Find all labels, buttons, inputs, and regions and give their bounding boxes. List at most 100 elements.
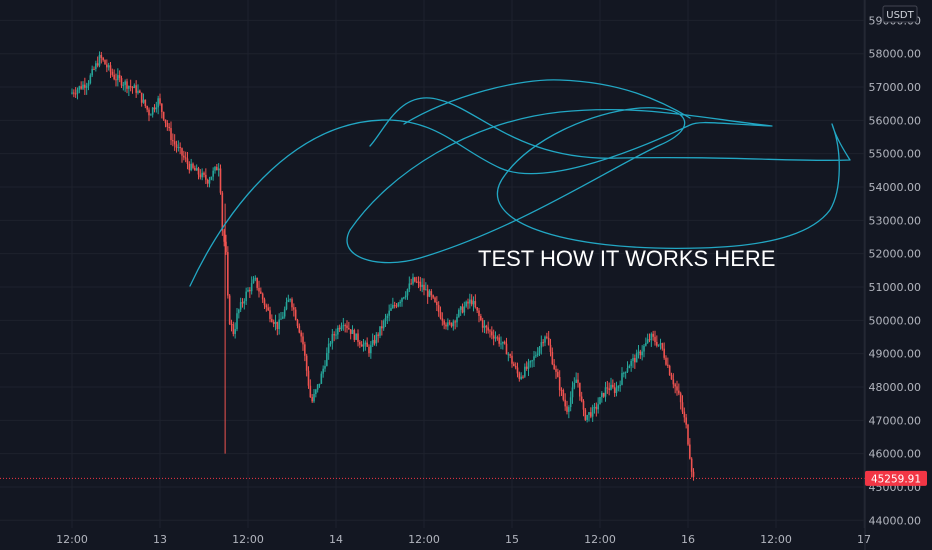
x-tick-label: 12:00: [56, 533, 88, 546]
candle-body: [371, 340, 374, 346]
candle-body: [269, 310, 271, 319]
candle-body: [630, 360, 632, 366]
candle-body: [201, 172, 203, 178]
y-tick-label: 55000.00: [869, 148, 922, 161]
candle-body: [661, 343, 664, 349]
candle-body: [593, 406, 596, 408]
currency-label: USDT: [882, 5, 918, 23]
candle-body: [395, 305, 398, 307]
candle-body: [668, 365, 671, 376]
candle-body: [604, 387, 607, 397]
candle-body: [617, 385, 620, 389]
candle-body: [135, 85, 137, 93]
candle-body: [195, 168, 198, 171]
candle-body: [485, 325, 488, 328]
candle-body: [172, 140, 174, 142]
candle-body: [584, 409, 587, 420]
candle-body: [478, 310, 480, 316]
candle-body: [582, 400, 585, 410]
candle-body: [287, 299, 290, 303]
candle-body: [505, 343, 508, 355]
candle-body: [381, 326, 383, 329]
candle-body: [602, 392, 605, 397]
candle-body: [184, 157, 187, 159]
candle-body: [533, 356, 535, 361]
candle-body: [76, 89, 79, 94]
candle-body: [586, 414, 588, 420]
candle-body: [337, 327, 339, 335]
candle-body: [313, 394, 315, 402]
candle-body: [613, 387, 616, 393]
price-axis[interactable]: 44000.0045000.0046000.0047000.0048000.00…: [869, 14, 922, 527]
candle-body: [329, 343, 332, 345]
candle-body: [683, 411, 686, 418]
candle-body: [524, 366, 526, 377]
candle-body: [168, 126, 170, 129]
candle-body: [84, 84, 86, 88]
candle-body: [388, 310, 390, 316]
candle-body: [606, 387, 609, 389]
candle-body: [73, 92, 75, 94]
candle-body: [489, 330, 491, 332]
candle-body: [351, 330, 354, 334]
candle-body: [296, 319, 299, 326]
candle-body: [364, 342, 367, 345]
freehand-drawing[interactable]: [189, 79, 851, 287]
x-tick-label: 12:00: [232, 533, 264, 546]
candle-body: [104, 60, 106, 65]
freehand-arc[interactable]: [403, 79, 691, 125]
candle-body: [366, 342, 368, 347]
candle-body: [546, 336, 548, 338]
candle-body: [298, 325, 301, 333]
candle-body: [448, 322, 451, 324]
candle-body: [274, 321, 277, 324]
candle-body: [426, 289, 429, 297]
candle-body: [250, 283, 253, 292]
annotation-text[interactable]: TEST HOW IT WORKS HERE: [478, 246, 775, 271]
candle-body: [657, 344, 660, 346]
candle-body: [234, 329, 236, 334]
candle-body: [676, 386, 678, 391]
candle-body: [401, 298, 403, 302]
candle-body: [98, 54, 101, 66]
candle-body: [74, 93, 77, 95]
candle-body: [650, 333, 653, 341]
candle-body: [144, 99, 147, 107]
candle-body: [340, 326, 343, 330]
candle-body: [503, 341, 506, 344]
y-tick-label: 48000.00: [869, 381, 922, 394]
candle-body: [276, 321, 279, 330]
candle-body: [333, 334, 335, 336]
candle-body: [538, 347, 541, 354]
candle-body: [404, 295, 407, 298]
candle-body: [96, 63, 99, 66]
candle-body: [689, 444, 691, 459]
candle-body: [368, 346, 370, 354]
candle-body: [419, 281, 422, 287]
candle-body: [289, 299, 291, 301]
candle-body: [549, 344, 552, 352]
candle-body: [648, 339, 651, 341]
candle-body: [555, 369, 557, 372]
candle-body: [252, 279, 255, 284]
candle-body: [414, 277, 416, 282]
candle-body: [412, 277, 414, 284]
candle-body: [113, 74, 115, 80]
freehand-curve[interactable]: [189, 97, 851, 287]
candle-body: [203, 172, 205, 175]
candle-body: [179, 147, 181, 149]
time-axis[interactable]: 12:00 13 12:00 14 12:00 15 12:00 16 12:00 17: [56, 533, 871, 546]
candle-body: [217, 168, 220, 171]
candle-body: [338, 327, 341, 330]
candle-body: [434, 297, 436, 303]
x-tick-label: 13: [153, 533, 167, 546]
candle-body: [212, 170, 214, 177]
candle-body: [558, 376, 561, 391]
candle-body: [597, 404, 599, 410]
candle-body: [305, 355, 308, 371]
candle-body: [283, 309, 286, 317]
candle-body: [85, 86, 88, 88]
candle-body: [663, 348, 665, 358]
